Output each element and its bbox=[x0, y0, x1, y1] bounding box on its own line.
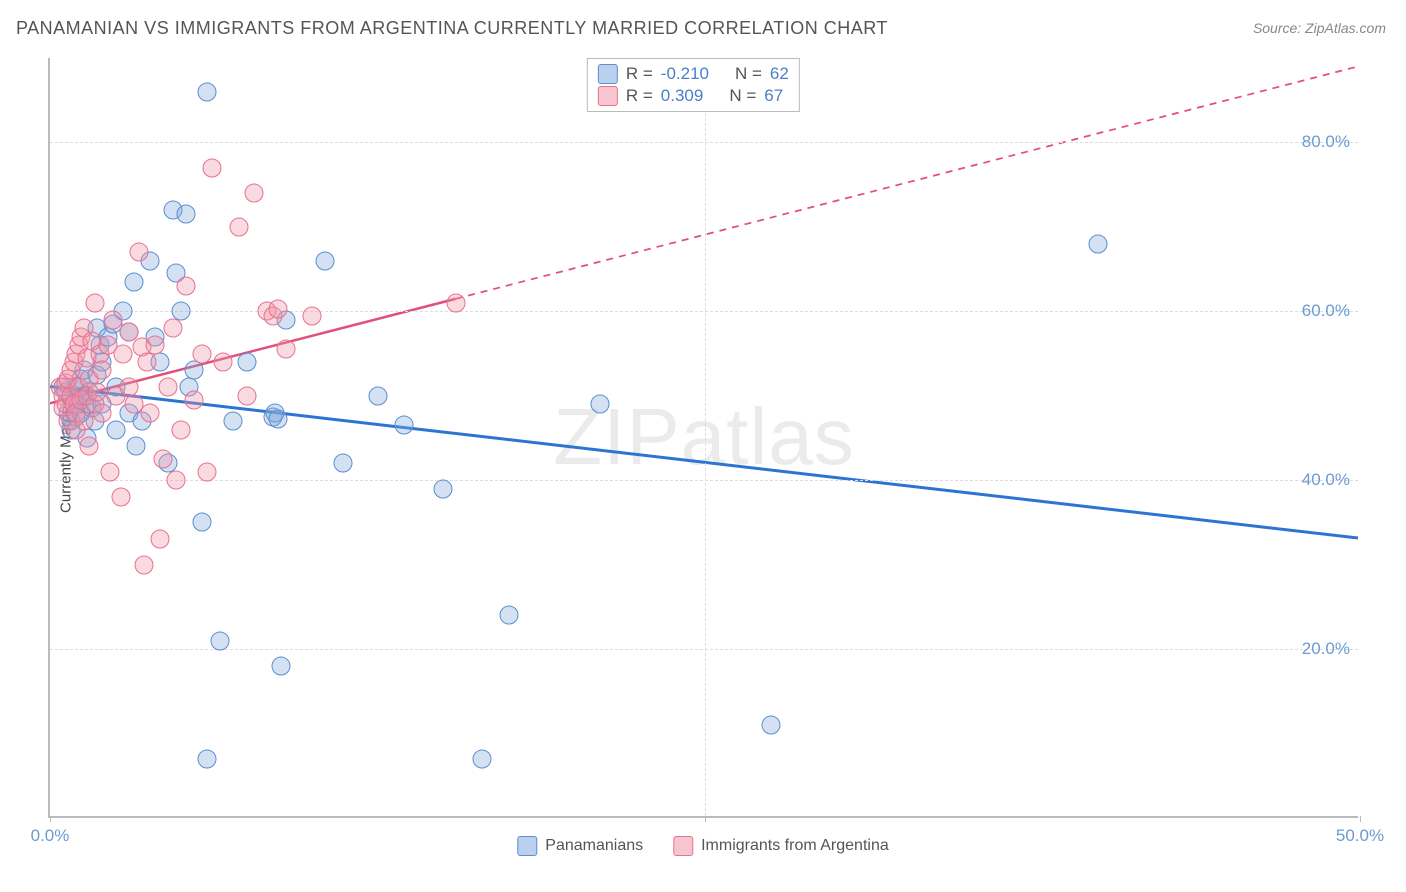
scatter-point bbox=[276, 340, 295, 359]
x-tick-mark bbox=[50, 816, 51, 822]
scatter-point bbox=[103, 310, 122, 329]
chart-title: PANAMANIAN VS IMMIGRANTS FROM ARGENTINA … bbox=[16, 18, 888, 39]
scatter-point bbox=[316, 251, 335, 270]
scatter-point bbox=[177, 205, 196, 224]
scatter-point bbox=[85, 293, 104, 312]
scatter-point bbox=[177, 277, 196, 296]
scatter-point bbox=[93, 403, 112, 422]
scatter-point bbox=[101, 462, 120, 481]
scatter-point bbox=[151, 530, 170, 549]
scatter-point bbox=[268, 410, 287, 429]
scatter-point bbox=[153, 450, 172, 469]
y-tick-label: 40.0% bbox=[1302, 470, 1350, 490]
scatter-point bbox=[237, 353, 256, 372]
legend-r-label: R = bbox=[626, 86, 653, 106]
scatter-point bbox=[303, 306, 322, 325]
scatter-point bbox=[145, 336, 164, 355]
scatter-point bbox=[114, 344, 133, 363]
scatter-point bbox=[93, 361, 112, 380]
legend-r-value: 0.309 bbox=[661, 86, 704, 106]
scatter-point bbox=[473, 749, 492, 768]
scatter-point bbox=[499, 606, 518, 625]
scatter-point bbox=[106, 420, 125, 439]
scatter-point bbox=[394, 416, 413, 435]
y-tick-label: 60.0% bbox=[1302, 301, 1350, 321]
scatter-point bbox=[334, 454, 353, 473]
x-tick-label: 0.0% bbox=[31, 826, 70, 846]
legend-swatch bbox=[598, 86, 618, 106]
scatter-point bbox=[192, 513, 211, 532]
legend-n-label: N = bbox=[729, 86, 756, 106]
scatter-point bbox=[434, 479, 453, 498]
x-tick-label: 50.0% bbox=[1336, 826, 1384, 846]
chart-container: Currently Married ZIPatlas R =-0.210N =6… bbox=[0, 50, 1406, 860]
y-tick-label: 20.0% bbox=[1302, 639, 1350, 659]
legend-swatch bbox=[598, 64, 618, 84]
correlation-legend: R =-0.210N =62R =0.309N =67 bbox=[587, 58, 800, 112]
scatter-point bbox=[368, 386, 387, 405]
scatter-point bbox=[140, 403, 159, 422]
legend-swatch bbox=[517, 836, 537, 856]
scatter-point bbox=[198, 749, 217, 768]
scatter-point bbox=[185, 361, 204, 380]
scatter-point bbox=[172, 420, 191, 439]
scatter-point bbox=[268, 299, 287, 318]
legend-n-value: 67 bbox=[764, 86, 783, 106]
scatter-point bbox=[203, 158, 222, 177]
x-tick-mark bbox=[1360, 816, 1361, 822]
y-tick-label: 80.0% bbox=[1302, 132, 1350, 152]
legend-n-value: 62 bbox=[770, 64, 789, 84]
scatter-point bbox=[88, 382, 107, 401]
x-tick-mark bbox=[705, 816, 706, 822]
legend-n-label: N = bbox=[735, 64, 762, 84]
scatter-point bbox=[164, 319, 183, 338]
legend-swatch bbox=[673, 836, 693, 856]
scatter-point bbox=[130, 243, 149, 262]
scatter-point bbox=[591, 395, 610, 414]
gridline-horizontal bbox=[50, 480, 1358, 481]
scatter-point bbox=[198, 462, 217, 481]
scatter-point bbox=[271, 657, 290, 676]
legend-item: Panamanians bbox=[517, 836, 643, 856]
source-attribution: Source: ZipAtlas.com bbox=[1253, 20, 1386, 36]
scatter-point bbox=[127, 437, 146, 456]
scatter-point bbox=[158, 378, 177, 397]
scatter-point bbox=[213, 353, 232, 372]
gridline-horizontal bbox=[50, 142, 1358, 143]
legend-label: Immigrants from Argentina bbox=[701, 837, 889, 855]
scatter-point bbox=[198, 82, 217, 101]
gridline-vertical bbox=[705, 58, 706, 816]
gridline-horizontal bbox=[50, 311, 1358, 312]
scatter-point bbox=[224, 412, 243, 431]
scatter-point bbox=[166, 471, 185, 490]
scatter-point bbox=[229, 217, 248, 236]
scatter-point bbox=[245, 184, 264, 203]
scatter-point bbox=[80, 437, 99, 456]
legend-label: Panamanians bbox=[545, 837, 643, 855]
legend-row: R = -0.210 N = 62 bbox=[598, 63, 789, 85]
scatter-point bbox=[1089, 234, 1108, 253]
scatter-point bbox=[137, 353, 156, 372]
scatter-point bbox=[192, 344, 211, 363]
scatter-point bbox=[135, 555, 154, 574]
scatter-plot-area: ZIPatlas R =-0.210N =62R =0.309N =67 20.… bbox=[48, 58, 1358, 818]
scatter-point bbox=[111, 488, 130, 507]
legend-r-value: -0.210 bbox=[661, 64, 709, 84]
legend-r-label: R = bbox=[626, 64, 653, 84]
scatter-point bbox=[447, 293, 466, 312]
legend-item: Immigrants from Argentina bbox=[673, 836, 889, 856]
scatter-point bbox=[211, 631, 230, 650]
scatter-point bbox=[237, 386, 256, 405]
gridline-horizontal bbox=[50, 649, 1358, 650]
scatter-point bbox=[185, 391, 204, 410]
trend-lines-layer bbox=[50, 58, 1358, 816]
trend-line-solid bbox=[50, 386, 1358, 538]
scatter-point bbox=[761, 716, 780, 735]
scatter-point bbox=[75, 412, 94, 431]
series-legend: Panamanians Immigrants from Argentina bbox=[517, 836, 888, 856]
legend-row: R = 0.309 N = 67 bbox=[598, 85, 789, 107]
scatter-point bbox=[124, 272, 143, 291]
